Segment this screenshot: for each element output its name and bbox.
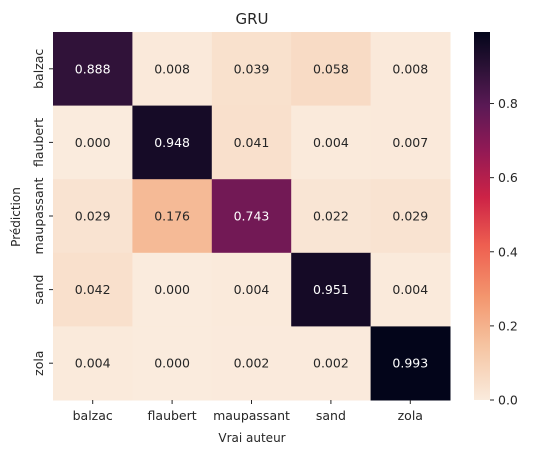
heatmap-cell bbox=[291, 105, 372, 180]
cell-value-label: 0.007 bbox=[392, 135, 428, 150]
cell-value-label: 0.743 bbox=[234, 209, 270, 224]
cell-value-label: 0.004 bbox=[392, 282, 428, 297]
heatmap-cell bbox=[211, 105, 292, 180]
colorbar-tick-label: 0.8 bbox=[498, 96, 518, 111]
heatmap-cell bbox=[211, 179, 292, 254]
y-tick-label: zola bbox=[31, 351, 46, 376]
heatmap-cell bbox=[370, 32, 451, 107]
x-tick-label: sand bbox=[316, 408, 346, 423]
colorbar-tick-label: 0.4 bbox=[498, 244, 518, 259]
y-tick-label: balzac bbox=[31, 49, 46, 89]
heatmap-cell bbox=[132, 326, 213, 401]
cell-value-label: 0.888 bbox=[75, 61, 111, 76]
cell-value-label: 0.029 bbox=[75, 209, 111, 224]
heatmap-cell bbox=[291, 326, 372, 401]
cell-value-label: 0.948 bbox=[154, 135, 190, 150]
y-tick-label: flaubert bbox=[31, 118, 46, 167]
heatmap-cell bbox=[291, 252, 372, 327]
cell-value-label: 0.004 bbox=[75, 356, 111, 371]
heatmap-cell bbox=[370, 105, 451, 180]
cell-value-label: 0.951 bbox=[313, 282, 349, 297]
heatmap-cell bbox=[211, 326, 292, 401]
heatmap-cell bbox=[132, 32, 213, 107]
colorbar-tick-label: 0.0 bbox=[498, 393, 518, 408]
heatmap-cell bbox=[211, 252, 292, 327]
heatmap-cell bbox=[53, 32, 133, 107]
cell-value-label: 0.008 bbox=[392, 61, 428, 76]
x-tick-label: flaubert bbox=[148, 408, 197, 423]
colorbar-ticks: 0.0 0.2 0.4 0.6 0.8 bbox=[490, 96, 518, 408]
heatmap-cell-labels: 0.888 0.008 0.039 0.058 0.008 0.000 0.948 0.041… bbox=[75, 61, 428, 370]
heatmap-cell bbox=[291, 32, 372, 107]
heatmap-cell bbox=[211, 32, 292, 107]
x-axis: balzac flaubert maupassant sand zola bbox=[73, 400, 423, 423]
cell-value-label: 0.039 bbox=[234, 61, 270, 76]
cell-value-label: 0.022 bbox=[313, 209, 349, 224]
x-tick-label: balzac bbox=[73, 408, 113, 423]
y-tick-label: maupassant bbox=[31, 177, 46, 254]
y-axis-label: Prédiction bbox=[9, 187, 23, 247]
heatmap-cells bbox=[53, 32, 451, 401]
cell-value-label: 0.993 bbox=[392, 356, 428, 371]
cell-value-label: 0.008 bbox=[154, 61, 190, 76]
colorbar-tick-label: 0.2 bbox=[498, 318, 518, 333]
heatmap-cell bbox=[370, 252, 451, 327]
cell-value-label: 0.002 bbox=[234, 356, 270, 371]
heatmap-cell bbox=[370, 179, 451, 254]
cell-value-label: 0.176 bbox=[154, 209, 190, 224]
x-tick-label: maupassant bbox=[213, 408, 290, 423]
heatmap-cell bbox=[291, 179, 372, 254]
x-axis-label: Vrai auteur bbox=[218, 431, 285, 445]
colorbar bbox=[474, 32, 490, 400]
heatmap-cell bbox=[53, 179, 133, 254]
cell-value-label: 0.058 bbox=[313, 61, 349, 76]
cell-value-label: 0.002 bbox=[313, 356, 349, 371]
cell-value-label: 0.000 bbox=[154, 356, 190, 371]
cell-value-label: 0.004 bbox=[313, 135, 349, 150]
heatmap-cell bbox=[370, 326, 451, 401]
cell-value-label: 0.029 bbox=[392, 209, 428, 224]
cell-value-label: 0.000 bbox=[75, 135, 111, 150]
heatmap-cell bbox=[132, 179, 213, 254]
colorbar-tick-label: 0.6 bbox=[498, 170, 518, 185]
cell-value-label: 0.000 bbox=[154, 282, 190, 297]
y-axis: balzac flaubert maupassant sand zola bbox=[31, 49, 53, 376]
x-tick-label: zola bbox=[398, 408, 423, 423]
heatmap-cell bbox=[53, 252, 133, 327]
cell-value-label: 0.041 bbox=[234, 135, 270, 150]
heatmap-cell bbox=[53, 326, 133, 401]
heatmap-cell bbox=[132, 105, 213, 180]
y-tick-label: sand bbox=[31, 275, 46, 305]
cell-value-label: 0.004 bbox=[234, 282, 270, 297]
heatmap-cell bbox=[53, 105, 133, 180]
chart-title: GRU bbox=[235, 10, 268, 28]
cell-value-label: 0.042 bbox=[75, 282, 111, 297]
heatmap-cell bbox=[132, 252, 213, 327]
